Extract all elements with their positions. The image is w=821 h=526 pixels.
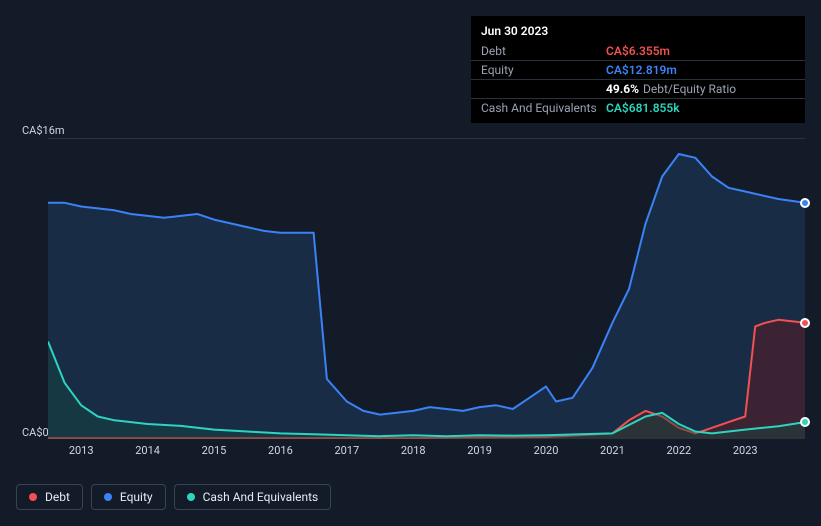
tooltip-label: Equity — [481, 63, 606, 77]
plot-region[interactable] — [48, 138, 805, 438]
legend-label: Cash And Equivalents — [203, 490, 319, 504]
tooltip-row-debt: Debt CA$6.355m — [471, 42, 805, 61]
series-end-marker — [800, 318, 810, 328]
tooltip-value: CA$12.819m — [606, 63, 677, 77]
tooltip-value: CA$681.855k — [606, 101, 680, 115]
x-axis-tick: 2015 — [202, 444, 227, 457]
x-axis-ticks: 2013 2014 2015 2016 2017 2018 2019 2020 2021 2022… — [48, 442, 805, 460]
x-axis-tick: 2016 — [268, 444, 293, 457]
legend-dot — [187, 493, 195, 501]
x-axis-tick: 2019 — [467, 444, 492, 457]
tooltip-row-ratio: 49.6% Debt/Equity Ratio — [471, 80, 805, 99]
x-axis-tick: 2023 — [733, 444, 758, 457]
legend-item-equity[interactable]: Equity — [91, 484, 166, 510]
tooltip-ratio-pct: 49.6% — [606, 82, 639, 96]
tooltip-label — [481, 82, 606, 96]
series-end-marker — [800, 417, 810, 427]
x-axis-tick: 2017 — [334, 444, 359, 457]
tooltip-value: CA$6.355m — [606, 44, 670, 58]
tooltip-ratio-label: Debt/Equity Ratio — [643, 82, 736, 96]
legend-label: Debt — [45, 490, 70, 504]
x-axis-tick: 2013 — [69, 444, 94, 457]
legend-dot — [29, 493, 37, 501]
tooltip-label: Debt — [481, 44, 606, 58]
x-axis-tick: 2018 — [401, 444, 426, 457]
legend-item-cash[interactable]: Cash And Equivalents — [174, 484, 332, 510]
legend-dot — [104, 493, 112, 501]
x-axis-tick: 2021 — [600, 444, 625, 457]
legend-label: Equity — [120, 490, 153, 504]
tooltip-row-equity: Equity CA$12.819m — [471, 61, 805, 80]
tooltip-label: Cash And Equivalents — [481, 101, 606, 115]
series-end-marker — [800, 198, 810, 208]
x-axis-tick: 2014 — [135, 444, 160, 457]
y-axis-tick-max: CA$16m — [22, 124, 65, 137]
chart-area[interactable]: CA$16m CA$0 2013 2014 2015 2016 2017 2018 2019… — [16, 124, 805, 464]
y-axis-tick-min: CA$0 — [22, 426, 49, 439]
legend-item-debt[interactable]: Debt — [16, 484, 83, 510]
tooltip-date: Jun 30 2023 — [471, 22, 805, 42]
chart-container: Jun 30 2023 Debt CA$6.355m Equity CA$12.… — [0, 0, 821, 526]
x-axis-tick: 2020 — [534, 444, 559, 457]
tooltip-row-cash: Cash And Equivalents CA$681.855k — [471, 99, 805, 117]
legend: Debt Equity Cash And Equivalents — [16, 484, 331, 510]
x-axis-tick: 2022 — [666, 444, 691, 457]
chart-svg — [48, 139, 805, 439]
chart-tooltip: Jun 30 2023 Debt CA$6.355m Equity CA$12.… — [471, 16, 805, 123]
